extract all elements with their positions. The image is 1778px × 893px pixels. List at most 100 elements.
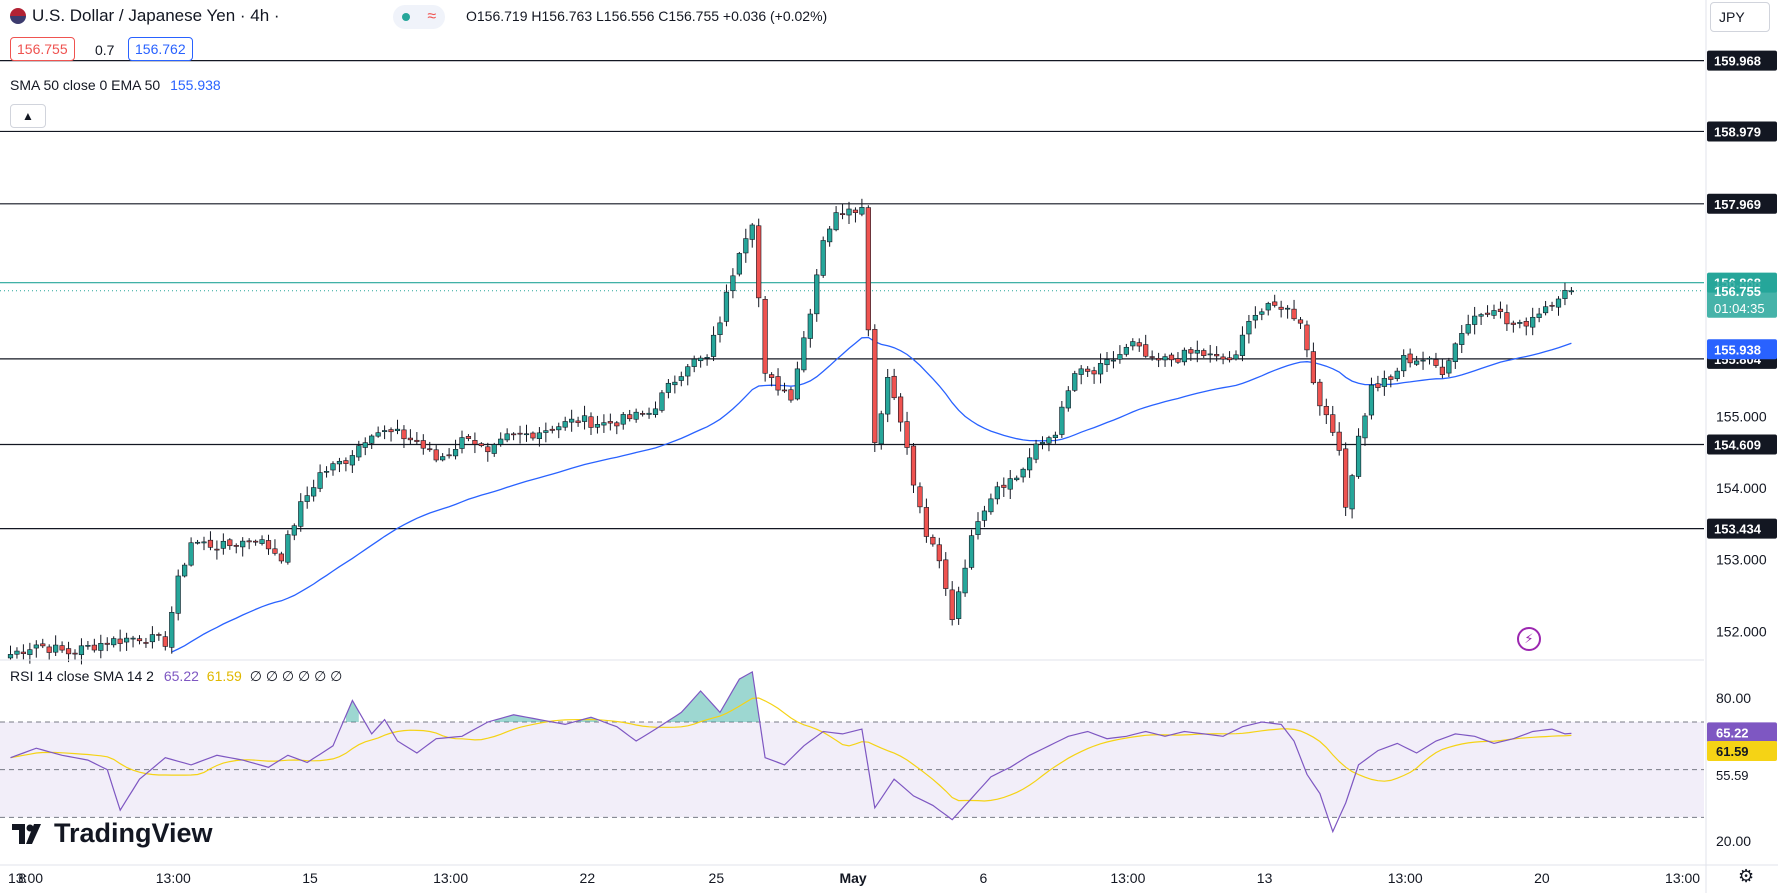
candle-body <box>1368 384 1375 416</box>
time-tick-label: 22 <box>580 870 596 886</box>
candle-body <box>220 540 226 549</box>
candle-body <box>1039 442 1046 444</box>
candle-body <box>1336 431 1342 451</box>
candle-body <box>323 471 330 473</box>
candle-body <box>1536 313 1542 318</box>
current-price-tag-bg <box>1707 281 1777 318</box>
level-price-tag: 153.434 <box>1714 522 1762 537</box>
candle-body <box>1078 368 1084 375</box>
candle-body <box>1007 478 1013 490</box>
candle-body <box>569 418 575 423</box>
buy-price-button[interactable]: 156.762 <box>128 37 193 61</box>
candle-body <box>433 449 439 461</box>
candle-body <box>956 591 962 619</box>
candle-body <box>678 376 684 381</box>
ohlc-high: H156.763 <box>531 8 593 24</box>
rsi-value-tag: 65.22 <box>1716 725 1749 740</box>
candle-body <box>1285 307 1291 310</box>
candle-body <box>465 436 472 439</box>
candle-body <box>556 426 562 431</box>
time-tick-label: 8 <box>18 870 26 886</box>
rsi-value-tag-bg <box>1707 722 1777 743</box>
candle-body <box>14 650 20 655</box>
candle-body <box>801 337 807 371</box>
candle-body <box>1033 443 1039 460</box>
candle-body <box>620 414 626 425</box>
candle-body <box>1233 354 1239 360</box>
candle-body <box>710 334 717 357</box>
candle-body <box>1362 415 1368 439</box>
chevron-up-icon: ▲ <box>22 109 34 123</box>
time-tick-label: 15 <box>302 870 318 886</box>
alert-bolt-icon[interactable]: ⚡ <box>1517 627 1541 651</box>
candle-body <box>104 642 110 645</box>
tradingview-logo[interactable]: TradingView <box>12 818 213 849</box>
candle-body <box>207 539 214 548</box>
brand-name: TradingView <box>54 818 213 848</box>
indicator-legend[interactable]: SMA 50 close 0 EMA 50 155.938 <box>10 77 221 93</box>
candle-body <box>1246 321 1252 335</box>
rsi-tick-label: 20.00 <box>1716 833 1751 849</box>
candle-body <box>53 644 59 653</box>
candle-body <box>685 366 691 377</box>
settings-gear-icon[interactable]: ⚙ <box>1738 866 1755 886</box>
candle-body <box>917 486 923 508</box>
level-price-tag-bg <box>1707 434 1777 455</box>
candle-body <box>839 213 846 215</box>
candle-body <box>72 652 78 655</box>
candle-body <box>194 541 201 544</box>
candle-body <box>581 415 588 422</box>
price-tick-label: 152.000 <box>1716 623 1767 639</box>
candle-body <box>85 645 91 647</box>
rsi-legend[interactable]: RSI 14 close SMA 14 2 65.22 61.59 ∅ ∅ ∅ … <box>10 668 342 685</box>
candle-body <box>749 224 755 240</box>
symbol-header[interactable]: U.S. Dollar / Japanese Yen · 4h · <box>10 6 280 26</box>
candle-body <box>1426 357 1433 360</box>
rsi-sma-line <box>10 697 1572 802</box>
candle-body <box>510 433 517 436</box>
candle-body <box>149 634 156 643</box>
ema-line <box>171 336 1572 653</box>
candle-body <box>1207 353 1213 356</box>
candle-body <box>1181 349 1187 363</box>
candle-body <box>130 637 136 640</box>
candle-body <box>1201 350 1207 356</box>
time-tick-label: 13:00 <box>1110 870 1145 886</box>
rsi-legend-extras: ∅ ∅ ∅ ∅ ∅ ∅ <box>249 668 343 684</box>
tradingview-mark-icon <box>12 823 41 844</box>
candle-body <box>111 638 117 646</box>
candle-body <box>1065 390 1071 409</box>
candle-body <box>1401 355 1407 372</box>
candle-body <box>846 208 852 216</box>
currency-label: JPY <box>1719 9 1745 25</box>
candle-body <box>1323 406 1329 416</box>
candle-body <box>27 649 33 655</box>
market-status[interactable]: ≈ <box>393 5 445 29</box>
candle-body <box>1414 360 1420 365</box>
rsi-pane <box>0 659 1704 834</box>
candle-body <box>1297 319 1304 324</box>
candle-body <box>1046 437 1052 444</box>
price-levels <box>0 60 1704 530</box>
candle-body <box>736 253 742 275</box>
currency-selector[interactable]: JPY <box>1710 2 1770 32</box>
rsi-overbought-fill <box>345 700 359 722</box>
candle-body <box>1523 320 1529 327</box>
candle-body <box>1446 360 1452 374</box>
candle-body <box>1220 356 1226 360</box>
candle-body <box>304 495 310 502</box>
collapse-legend-button[interactable]: ▲ <box>10 104 46 128</box>
ohlc-low: L156.556 <box>596 8 655 24</box>
candle-body <box>794 368 800 400</box>
candles <box>7 198 1574 665</box>
candle-body <box>182 564 188 577</box>
candle-body <box>717 322 723 335</box>
sell-price-button[interactable]: 156.755 <box>10 37 75 61</box>
candle-body <box>1027 457 1033 471</box>
candle-body <box>33 644 39 649</box>
candle-body <box>646 412 652 415</box>
candle-body <box>588 416 594 428</box>
candle-body <box>904 421 910 448</box>
